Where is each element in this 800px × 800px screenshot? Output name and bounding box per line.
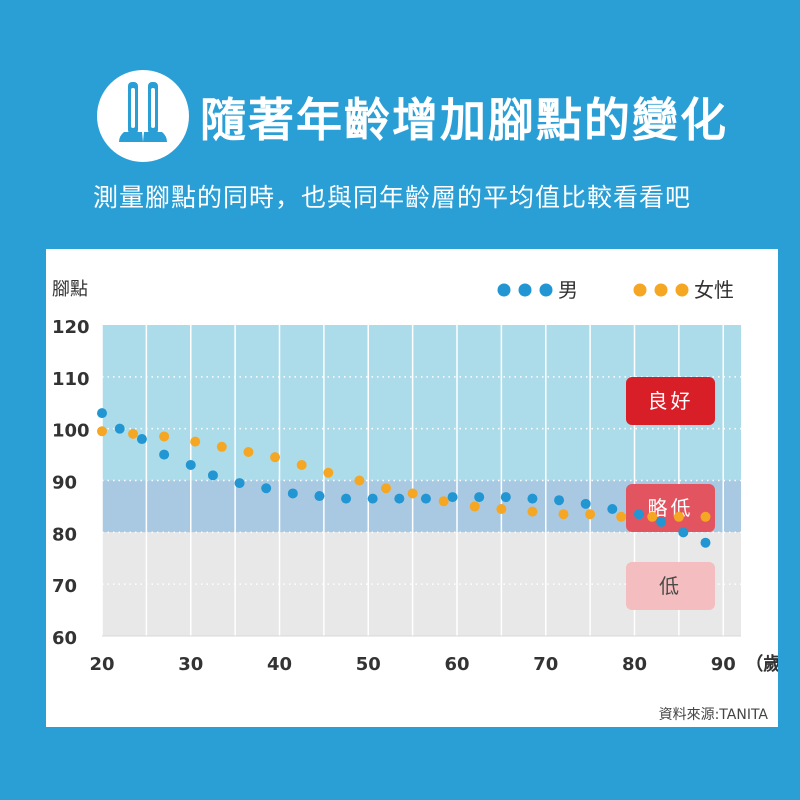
point-male-18 bbox=[527, 493, 538, 504]
y-tick-label: 60 bbox=[52, 628, 77, 649]
point-male-23 bbox=[656, 516, 667, 527]
point-male-4 bbox=[159, 449, 170, 460]
point-female-12 bbox=[407, 488, 418, 499]
point-female-5 bbox=[216, 441, 227, 452]
page-subtitle: 測量腳點的同時，也與同年齡層的平均值比較看看吧 bbox=[93, 183, 692, 212]
foot-score-chart: 60 70 80 90 100 110 120 20 30 40 50 60 70 80 90 （歲） 腳點良好… bbox=[52, 278, 778, 723]
y-tick-label: 100 bbox=[52, 421, 90, 442]
zone-label-3: 低 bbox=[659, 574, 682, 598]
y-tick-label: 90 bbox=[52, 473, 77, 494]
point-female-17 bbox=[558, 509, 569, 520]
point-male-1 bbox=[97, 408, 107, 419]
point-female-21 bbox=[673, 511, 684, 522]
x-tick-label: 80 bbox=[622, 654, 647, 675]
y-tick-label: 70 bbox=[52, 576, 77, 597]
point-female-9 bbox=[323, 467, 334, 478]
point-male-15 bbox=[447, 492, 458, 503]
point-female-1 bbox=[97, 426, 107, 437]
zone-badge-3 bbox=[626, 562, 715, 610]
legend-marker-1 bbox=[539, 283, 553, 297]
point-female-3 bbox=[159, 431, 170, 442]
point-female-4 bbox=[190, 436, 201, 447]
point-male-22 bbox=[633, 509, 644, 520]
point-male-20 bbox=[580, 498, 591, 509]
point-male-17 bbox=[500, 492, 511, 503]
point-female-6 bbox=[243, 446, 254, 457]
point-male-2 bbox=[114, 423, 125, 434]
source-note: 資料來源:TANITA bbox=[659, 707, 769, 723]
point-female-8 bbox=[296, 459, 307, 470]
point-female-22 bbox=[700, 511, 711, 522]
x-tick-label: 50 bbox=[356, 654, 381, 675]
point-female-20 bbox=[647, 511, 658, 522]
legend-label-2: 女性 bbox=[694, 278, 734, 302]
point-female-13 bbox=[438, 496, 449, 507]
point-male-19 bbox=[554, 495, 565, 506]
y-tick-label: 80 bbox=[52, 524, 77, 545]
point-male-14 bbox=[420, 493, 431, 504]
point-female-16 bbox=[527, 506, 538, 517]
point-male-16 bbox=[474, 492, 485, 503]
x-axis-label: （歲） bbox=[745, 653, 778, 675]
point-female-19 bbox=[616, 511, 627, 522]
x-tick-label: 70 bbox=[533, 654, 558, 675]
point-male-10 bbox=[314, 491, 325, 502]
y-tick-label: 120 bbox=[52, 317, 90, 338]
x-tick-label: 20 bbox=[89, 654, 114, 675]
y-tick-label: 110 bbox=[52, 369, 90, 390]
legend-marker-1 bbox=[497, 283, 511, 297]
x-tick-label: 90 bbox=[711, 654, 736, 675]
point-male-8 bbox=[261, 483, 272, 494]
legend-marker-2 bbox=[675, 283, 689, 297]
point-female-11 bbox=[381, 483, 391, 494]
point-male-13 bbox=[394, 493, 405, 504]
point-female-10 bbox=[354, 475, 365, 486]
page-title: 隨著年齡增加腳點的變化 bbox=[200, 93, 728, 147]
x-tick-label: 30 bbox=[178, 654, 203, 675]
point-male-3 bbox=[136, 434, 147, 445]
point-female-18 bbox=[585, 509, 596, 520]
point-male-21 bbox=[607, 504, 618, 515]
point-male-24 bbox=[678, 527, 689, 538]
point-female-14 bbox=[469, 501, 480, 512]
feet-icon bbox=[97, 70, 189, 162]
point-male-11 bbox=[341, 493, 352, 504]
zone-badge-1 bbox=[626, 377, 715, 425]
legend-marker-2 bbox=[654, 283, 668, 297]
point-male-6 bbox=[207, 470, 218, 481]
x-tick-label: 40 bbox=[267, 654, 292, 675]
legend-marker-1 bbox=[518, 283, 532, 297]
point-male-5 bbox=[185, 459, 196, 470]
zone-badge-2 bbox=[626, 484, 715, 532]
x-tick-label: 60 bbox=[444, 654, 469, 675]
point-male-12 bbox=[367, 493, 378, 504]
point-male-25 bbox=[700, 537, 711, 548]
zone-label-1: 良好 bbox=[648, 389, 694, 413]
legend-marker-2 bbox=[633, 283, 647, 297]
legend-label-1: 男 bbox=[558, 278, 578, 302]
point-female-15 bbox=[496, 504, 507, 515]
point-male-7 bbox=[234, 478, 245, 489]
point-male-9 bbox=[287, 488, 298, 499]
point-female-2 bbox=[128, 428, 139, 439]
chart-card: 60 70 80 90 100 110 120 20 30 40 50 60 70 80 90 （歲） 腳點良好… bbox=[46, 249, 778, 727]
y-axis-label: 腳點 bbox=[52, 279, 88, 300]
point-female-7 bbox=[270, 452, 281, 463]
